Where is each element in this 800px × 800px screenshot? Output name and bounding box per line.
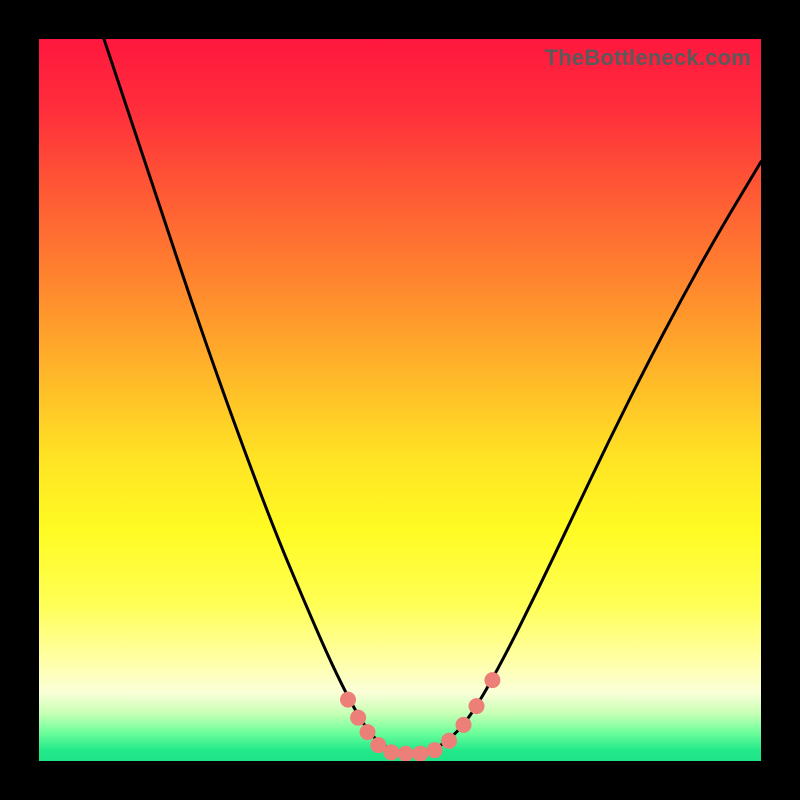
optimal-zone-marker — [484, 672, 500, 688]
optimal-zone-marker — [350, 710, 366, 726]
chart-frame: TheBottleneck.com — [0, 0, 800, 800]
optimal-zone-marker — [360, 724, 376, 740]
optimal-zone-marker — [469, 698, 485, 714]
optimal-zone-marker — [456, 717, 472, 733]
optimal-zone-marker — [383, 744, 399, 760]
optimal-zone-marker — [398, 746, 414, 761]
watermark-text: TheBottleneck.com — [545, 45, 751, 71]
optimal-zone-marker — [340, 692, 356, 708]
plot-area: TheBottleneck.com — [39, 39, 761, 761]
bottleneck-curve — [104, 39, 761, 753]
optimal-zone-marker — [427, 742, 443, 758]
curve-layer — [39, 39, 761, 761]
optimal-zone-marker — [412, 746, 428, 761]
optimal-zone-marker — [441, 733, 457, 749]
